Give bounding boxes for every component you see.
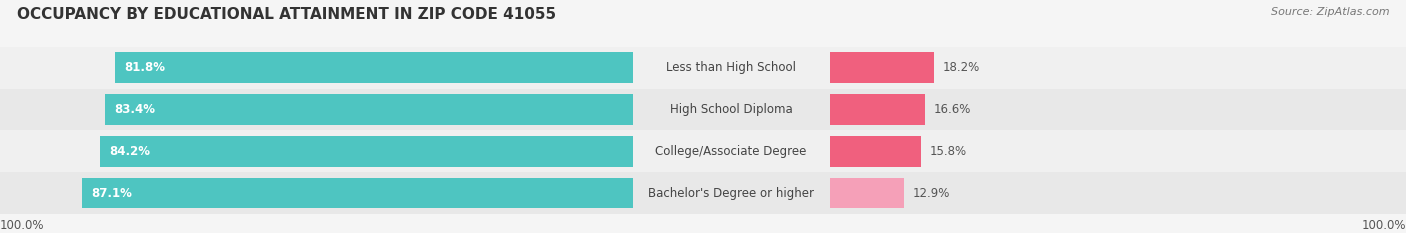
Bar xyxy=(830,136,921,167)
Text: 87.1%: 87.1% xyxy=(91,187,132,200)
Text: 81.8%: 81.8% xyxy=(125,61,166,74)
Bar xyxy=(830,130,1406,172)
Text: 83.4%: 83.4% xyxy=(114,103,156,116)
Text: 100.0%: 100.0% xyxy=(1361,219,1406,232)
Text: Less than High School: Less than High School xyxy=(666,61,796,74)
Bar xyxy=(830,52,935,83)
Bar xyxy=(633,89,830,130)
Text: College/Associate Degree: College/Associate Degree xyxy=(655,145,807,158)
Text: High School Diploma: High School Diploma xyxy=(669,103,793,116)
Text: 18.2%: 18.2% xyxy=(943,61,980,74)
Bar xyxy=(830,89,1406,130)
Bar xyxy=(633,47,830,89)
Bar xyxy=(830,47,1406,89)
Bar xyxy=(100,136,633,167)
Bar xyxy=(0,130,633,172)
Bar xyxy=(0,172,633,214)
Text: Bachelor's Degree or higher: Bachelor's Degree or higher xyxy=(648,187,814,200)
Bar xyxy=(115,52,633,83)
Bar xyxy=(105,94,633,125)
Text: 100.0%: 100.0% xyxy=(0,219,45,232)
Bar xyxy=(830,178,904,209)
Text: 15.8%: 15.8% xyxy=(929,145,966,158)
Bar xyxy=(830,172,1406,214)
Bar xyxy=(0,47,633,89)
Bar xyxy=(830,94,925,125)
Text: 16.6%: 16.6% xyxy=(934,103,972,116)
Text: Source: ZipAtlas.com: Source: ZipAtlas.com xyxy=(1271,7,1389,17)
Text: 84.2%: 84.2% xyxy=(110,145,150,158)
Text: 12.9%: 12.9% xyxy=(912,187,950,200)
Bar xyxy=(633,130,830,172)
Bar xyxy=(0,89,633,130)
Text: OCCUPANCY BY EDUCATIONAL ATTAINMENT IN ZIP CODE 41055: OCCUPANCY BY EDUCATIONAL ATTAINMENT IN Z… xyxy=(17,7,555,22)
Bar xyxy=(82,178,633,209)
Bar xyxy=(633,172,830,214)
